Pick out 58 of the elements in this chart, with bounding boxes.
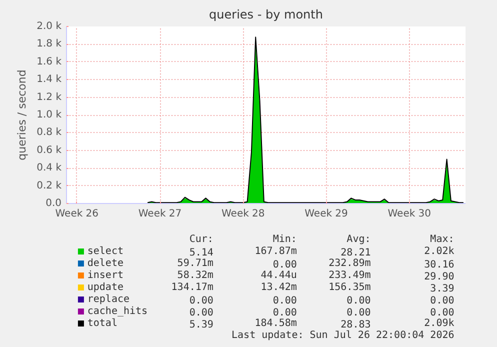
chart-title: queries - by month: [209, 8, 323, 22]
y-tick-label: 0.4 k: [36, 162, 62, 174]
x-tick-label: Week 27: [138, 208, 182, 220]
text: 29.90: [424, 272, 454, 282]
legend-label: total: [87, 318, 118, 329]
y-tick-label: 1.6 k: [36, 56, 62, 68]
text: 0.00: [272, 296, 297, 306]
text: 232.89m: [328, 258, 371, 269]
y-tick-label: 0.0: [46, 198, 62, 209]
text: 184.58m: [254, 318, 297, 329]
legend-label: update: [87, 282, 124, 293]
text: 0.00: [346, 308, 371, 318]
text: Cur:: [189, 234, 214, 245]
y-tick-label: 0.6 k: [36, 144, 62, 156]
text: Last update: Sun Jul 26 22:00:04 2026: [232, 330, 454, 341]
text: 28.21: [340, 248, 371, 258]
text: Avg:: [346, 234, 371, 245]
text: 233.49m: [328, 270, 371, 281]
legend-label: select: [87, 246, 124, 257]
text: 30.16: [424, 260, 454, 270]
y-tick-label: 2.0 k: [36, 21, 62, 32]
text: 167.87m: [254, 246, 297, 257]
x-tick-label: Week 29: [304, 208, 348, 220]
text: 0.00: [272, 308, 297, 318]
legend-label: cache_hits: [87, 306, 148, 317]
x-tick-label: Week 26: [55, 208, 99, 220]
text: 13.42m: [260, 282, 297, 293]
x-tick-label: Week 30: [388, 208, 432, 220]
text: Max:: [430, 234, 454, 245]
text: 156.35m: [328, 282, 371, 293]
text: 0.00: [430, 308, 454, 318]
text: 0.00: [430, 296, 454, 306]
y-tick-label: 1.8 k: [36, 38, 62, 50]
y-tick-label: 1.2 k: [36, 92, 62, 103]
text: 134.17m: [171, 282, 214, 293]
y-tick-label: 1.0 k: [36, 110, 62, 120]
text: 5.39: [189, 320, 214, 330]
y-tick-label: 1.4 k: [36, 74, 62, 86]
text: 0.00: [189, 308, 214, 318]
x-tick-label: Week 28: [221, 208, 265, 220]
text: 59.71m: [177, 258, 214, 269]
y-tick-label: 0.8 k: [36, 127, 62, 138]
text: 3.39: [430, 284, 454, 294]
text: 2.09k: [424, 318, 454, 329]
text: 44.44u: [260, 270, 297, 281]
y-axis-title: queries / second: [16, 70, 29, 160]
text: Min:: [272, 234, 297, 245]
text: 2.02k: [424, 246, 454, 257]
legend-label: delete: [87, 258, 124, 269]
legend-label: replace: [87, 294, 130, 305]
text: 0.00: [346, 296, 371, 306]
text: 28.83: [340, 320, 371, 330]
text: 0.00: [189, 296, 214, 306]
text: 58.32m: [177, 270, 214, 281]
text: 0.00: [272, 260, 297, 270]
text: 5.14: [189, 248, 214, 258]
y-tick-label: 0.2 k: [36, 180, 62, 192]
legend-label: insert: [87, 270, 124, 281]
